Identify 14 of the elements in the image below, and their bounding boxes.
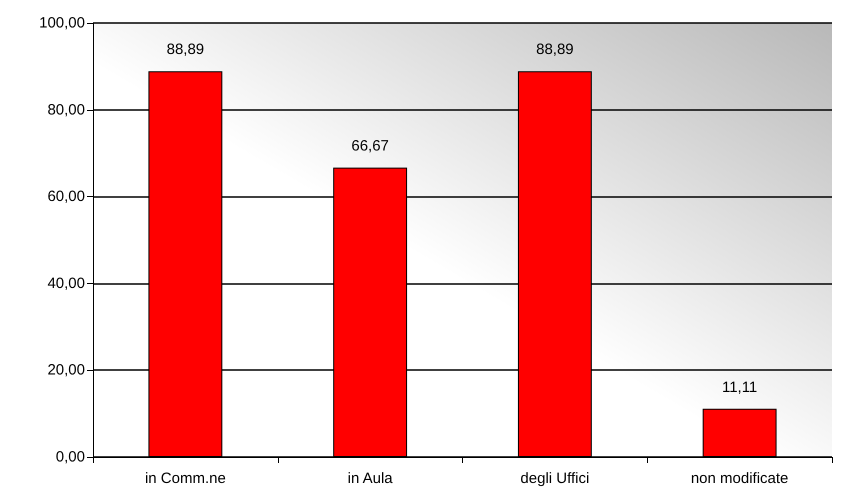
y-tick-label: 100,00: [39, 14, 85, 32]
data-label: 11,11: [722, 378, 758, 396]
y-tick-label: 80,00: [47, 101, 85, 118]
x-tick-label: in Aula: [348, 470, 394, 487]
y-tick-label: 60,00: [47, 188, 85, 206]
y-tick-label: 40,00: [47, 274, 85, 292]
x-tick-label: non modificate: [690, 470, 788, 487]
data-label: 88,89: [166, 41, 204, 58]
x-tick-label: in Comm.ne: [144, 470, 226, 487]
y-tick-label: 20,00: [47, 362, 85, 379]
data-label: 88,89: [536, 41, 574, 58]
x-tick-label: degli Uffici: [520, 470, 590, 487]
data-label: 66,67: [351, 138, 389, 155]
y-tick-label: 0,00: [56, 448, 85, 466]
